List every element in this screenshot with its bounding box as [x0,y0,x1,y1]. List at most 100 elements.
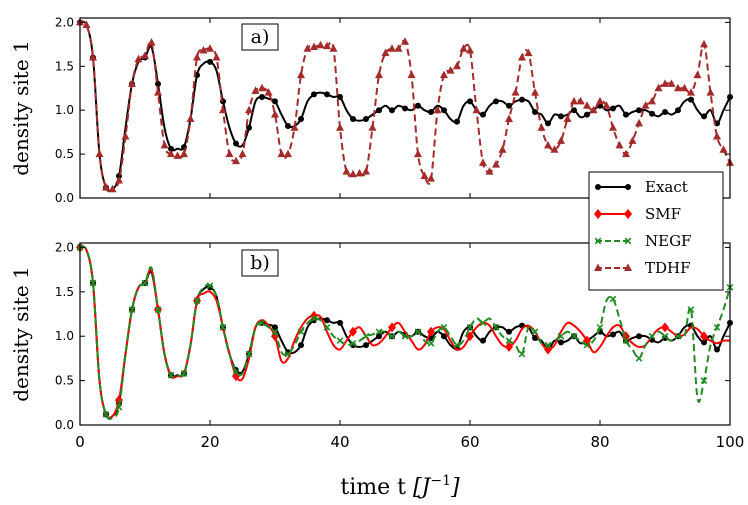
point-negf [453,341,461,349]
point-exact [506,102,512,109]
point-tdhf [349,169,357,178]
panel-b-label: b) [250,252,270,274]
point-tdhf [622,149,630,158]
point-tdhf [251,86,260,94]
point-exact [376,107,382,114]
point-tdhf [121,132,130,140]
point-negf [401,332,409,340]
point-negf [531,328,539,336]
point-exact [298,115,304,122]
point-negf [154,306,162,313]
point-exact [441,333,447,340]
x-axis-label-unit: [J [413,475,432,500]
point-negf [622,337,630,345]
point-tdhf [232,156,240,165]
point-exact [272,324,278,331]
point-negf [466,323,474,331]
legend-marker [624,263,632,271]
point-negf [479,319,487,327]
point-exact [584,111,590,118]
point-tdhf [550,145,559,153]
point-tdhf [635,118,643,127]
point-exact [480,111,486,118]
point-tdhf [316,40,325,49]
point-tdhf [89,53,97,61]
point-tdhf [394,44,403,52]
panel-a-frame [79,17,731,199]
point-tdhf [563,114,572,122]
point-tdhf [706,88,715,96]
point-negf [609,295,617,303]
legend-label: TDHF [645,259,691,277]
ytick-label: 0.5 [55,147,74,161]
panel-a-label-box: a) [241,23,279,51]
point-exact [324,91,330,98]
point-tdhf [485,167,494,175]
point-negf [232,368,240,376]
series-tdhf [76,17,734,193]
xtick-label: 100 [716,433,745,451]
legend-label: NEGF [645,232,691,250]
point-smf [115,395,123,406]
point-tdhf [323,41,331,50]
point-exact [376,333,382,340]
panel-a: 0.0 0.5 1.0 1.5 2.0 a) density site 1 [9,15,734,205]
point-tdhf [654,83,663,92]
legend-item-exact: Exact [595,178,688,196]
legend-marker [594,237,602,245]
point-negf [687,306,695,313]
point-negf [492,323,500,331]
point-tdhf [687,88,695,96]
point-exact [558,339,564,346]
point-tdhf [524,48,533,57]
point-negf [674,332,682,340]
point-tdhf [518,53,526,61]
point-tdhf [95,149,104,158]
point-negf [349,339,357,347]
point-smf [427,326,435,337]
point-tdhf [381,48,390,57]
legend: Exact SMF NEGF TDHF [588,171,724,291]
point-exact [480,337,486,344]
point-tdhf [82,20,91,29]
point-negf [518,350,526,358]
point-tdhf [602,101,611,109]
point-exact [519,96,525,103]
point-smf [349,326,357,337]
point-tdhf [329,44,338,52]
panel-b-frame [79,242,731,426]
point-exact [298,342,304,349]
ytick-label: 2.0 [55,15,74,29]
point-tdhf [362,167,370,175]
xtick-label: 0 [75,433,85,451]
point-tdhf [719,145,728,153]
point-exact [636,107,642,114]
point-tdhf [102,182,110,191]
point-exact [545,120,551,127]
point-tdhf [264,88,273,96]
point-negf [167,371,175,379]
point-tdhf [225,149,234,158]
ytick-label: 0.0 [55,191,74,205]
point-tdhf [641,101,650,109]
panel-b-label-box: b) [241,249,279,277]
legend-item-smf: SMF [594,205,681,223]
point-exact [233,140,239,147]
xtick-label: 20 [200,433,219,451]
legend-item-negf: NEGF [594,232,691,250]
point-tdhf [661,79,669,87]
point-tdhf [154,88,162,96]
point-tdhf [108,184,117,193]
point-exact [311,91,317,98]
point-exact [363,115,369,122]
point-negf [427,339,435,347]
point-negf [271,328,279,336]
legend-item-tdhf: TDHF [594,259,691,277]
xtick-label: 40 [330,433,349,451]
point-exact [623,111,629,118]
point-tdhf [609,123,617,131]
legend-marker [594,209,602,219]
point-negf [414,328,422,336]
point-exact [350,115,356,122]
